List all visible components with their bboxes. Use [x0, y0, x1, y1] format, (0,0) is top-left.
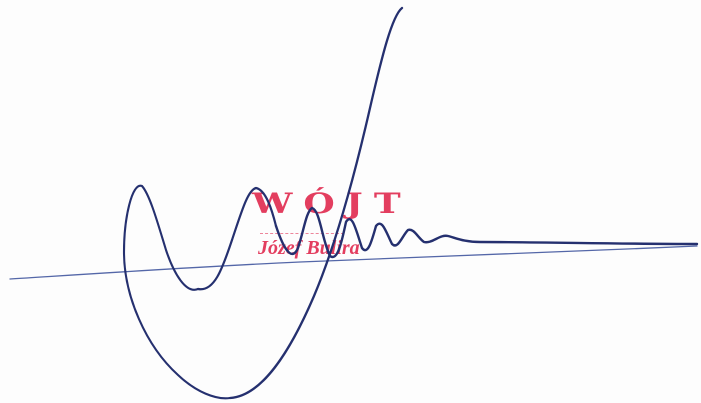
signature-left-loop-stroke	[122, 184, 232, 400]
signature-wave-stroke	[274, 206, 699, 259]
signature-lower-curve-stroke	[196, 186, 278, 291]
stamp-title: WÓJT	[252, 187, 412, 220]
signature-baseline-stroke	[9, 245, 698, 280]
signature-upstroke	[228, 6, 404, 400]
